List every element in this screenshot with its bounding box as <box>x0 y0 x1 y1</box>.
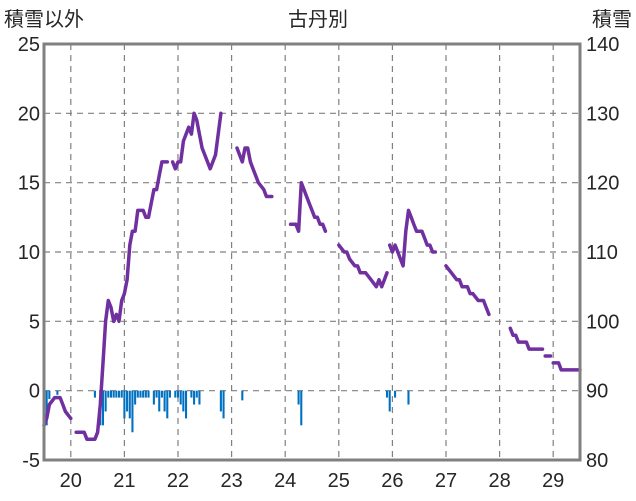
left-axis-title: 積雪以外 <box>4 8 84 31</box>
snowfall-bar <box>179 390 182 405</box>
snow-depth-segment <box>508 326 545 351</box>
right-y-tick-label: 100 <box>586 311 619 333</box>
left-y-ticks: 25 20 15 10 5 0 -5 <box>18 34 40 472</box>
snowfall-bar <box>120 390 123 398</box>
x-tick-label: 20 <box>60 470 82 492</box>
snowfall-bar <box>297 390 300 405</box>
snowfall-bar <box>182 390 185 412</box>
left-y-tick-label: 15 <box>18 173 40 195</box>
x-ticks: 20 21 22 23 24 25 26 27 28 29 <box>60 470 565 492</box>
snow-depth-segment <box>235 146 274 199</box>
x-tick-label: 26 <box>381 470 403 492</box>
snowfall-bar <box>222 390 225 419</box>
snowfall-bar <box>185 390 188 419</box>
snowfall-bar <box>107 390 110 398</box>
snowfall-bar <box>174 390 177 398</box>
right-y-tick-label: 120 <box>586 173 619 195</box>
snowfall-bar <box>123 390 126 419</box>
snowfall-bar <box>104 390 107 412</box>
snowfall-bar <box>195 390 198 398</box>
snow-depth-line <box>42 111 582 441</box>
snow-depth-segment <box>444 264 491 317</box>
right-y-tick-label: 110 <box>586 242 618 264</box>
snowfall-bar <box>176 390 180 398</box>
snowfall-bar <box>388 390 391 412</box>
snowfall-bar <box>139 390 142 398</box>
snowfall-bar <box>166 390 169 419</box>
left-y-tick-label: 10 <box>18 242 40 264</box>
snowfall-bar <box>193 390 196 405</box>
snowfall-bar <box>147 390 150 398</box>
left-y-tick-label: -5 <box>22 450 40 472</box>
snowfall-bar <box>112 390 115 398</box>
right-y-ticks: 140 130 120 110 100 90 80 <box>586 34 619 472</box>
snow-depth-segment <box>74 160 170 441</box>
right-y-tick-label: 80 <box>586 450 608 472</box>
right-y-tick-label: 90 <box>586 381 608 403</box>
right-y-tick-label: 130 <box>586 103 619 125</box>
left-y-tick-label: 20 <box>18 103 40 125</box>
x-tick-label: 22 <box>167 470 189 492</box>
snowfall-bar <box>168 390 171 398</box>
snowfall-bar <box>128 390 131 419</box>
snowfall-bar <box>407 390 410 405</box>
snowfall-bar <box>142 390 145 398</box>
snow-depth-segment <box>42 395 73 428</box>
x-tick-label: 24 <box>274 470 296 492</box>
x-tick-label: 27 <box>435 470 457 492</box>
snowfall-bar <box>219 390 222 412</box>
right-axis-title: 積雪 <box>592 8 632 31</box>
left-y-tick-label: 5 <box>29 311 40 333</box>
x-tick-label: 25 <box>328 470 350 492</box>
x-tick-label: 21 <box>113 470 135 492</box>
snowfall-bar <box>48 390 51 399</box>
plot-frame <box>42 42 582 462</box>
snowfall-bars <box>45 390 410 433</box>
snowfall-bar <box>160 390 163 398</box>
snowfall-bar <box>241 390 244 401</box>
right-y-tick-label: 140 <box>586 34 619 56</box>
snowfall-bar <box>56 390 59 395</box>
snowfall-bar <box>136 390 139 398</box>
x-tick-label: 28 <box>488 470 510 492</box>
snowfall-bar <box>394 390 397 398</box>
snow-depth-segment <box>337 243 389 289</box>
snowfall-bar <box>198 390 201 405</box>
snowfall-bar <box>190 390 193 398</box>
snow-depth-segment <box>551 361 582 372</box>
snowfall-bar <box>126 390 129 412</box>
snowfall-bar <box>152 390 155 405</box>
snowfall-bar <box>144 390 147 398</box>
snow-depth-segment <box>170 111 223 171</box>
x-tick-label: 29 <box>542 470 564 492</box>
snowfall-bar <box>134 390 137 405</box>
snow-depth-segment <box>288 180 328 233</box>
snowfall-bar <box>300 390 303 426</box>
left-y-tick-label: 0 <box>29 381 40 403</box>
snowfall-bar <box>158 390 161 412</box>
snowfall-bar <box>118 390 121 398</box>
left-y-tick-label: 25 <box>18 34 40 56</box>
snowfall-bar <box>115 390 118 398</box>
snowfall-bar <box>109 390 113 398</box>
snowfall-bar <box>163 390 166 412</box>
snowfall-bar <box>101 390 104 426</box>
snowfall-bar <box>386 390 389 398</box>
snowfall-bar <box>93 390 96 398</box>
snow-depth-segment <box>387 208 438 268</box>
snowfall-bar <box>45 390 48 426</box>
snowfall-bar <box>155 390 158 398</box>
x-tick-label: 23 <box>220 470 242 492</box>
header: 積雪以外 古丹別 積雪 <box>4 8 632 31</box>
chart-title: 古丹別 <box>288 8 348 31</box>
snowfall-bar <box>131 390 134 433</box>
